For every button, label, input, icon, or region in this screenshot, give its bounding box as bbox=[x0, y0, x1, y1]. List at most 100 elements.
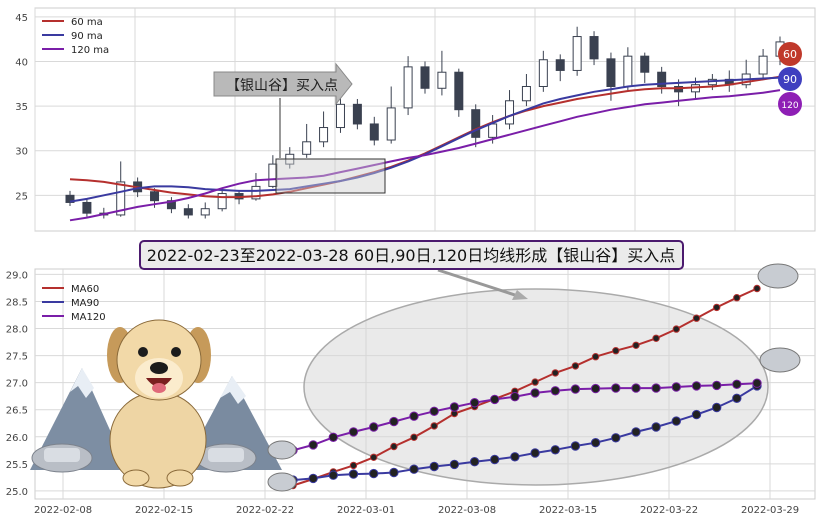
top-legend-label: 60 ma bbox=[71, 17, 103, 28]
bottom-legend-label: MA120 bbox=[71, 312, 106, 323]
point-MA90 bbox=[389, 467, 399, 478]
highlight-box bbox=[275, 158, 386, 194]
chart-title: 2022-02-23至2022-03-28 60日,90日,120日均线形成【银… bbox=[147, 246, 676, 265]
candle-body bbox=[437, 71, 447, 89]
point-MA120 bbox=[469, 398, 480, 408]
top-ma-lines bbox=[69, 75, 781, 222]
bottom-legend-label: MA90 bbox=[71, 298, 99, 309]
bottom-x-tick-label: 2022-02-22 bbox=[236, 505, 294, 516]
point-MA120 bbox=[348, 427, 359, 437]
mascot-illustration bbox=[30, 263, 801, 492]
point-MA90 bbox=[611, 433, 621, 443]
point-MA90 bbox=[712, 402, 722, 413]
bottom-x-axis: 2022-02-08 2022-02-15 2022-02-22 2022-03-01… bbox=[34, 505, 799, 516]
point-MA60 bbox=[430, 422, 438, 430]
point-MA90 bbox=[671, 416, 681, 426]
point-MA120 bbox=[449, 402, 460, 412]
point-MA60 bbox=[733, 294, 741, 302]
point-MA60 bbox=[591, 353, 600, 361]
point-MA90 bbox=[429, 461, 439, 472]
candle-body bbox=[268, 163, 278, 187]
point-MA60 bbox=[390, 442, 398, 451]
point-MA90 bbox=[308, 473, 318, 484]
candle-body bbox=[302, 141, 312, 155]
candle-body bbox=[640, 55, 650, 73]
point-MA60 bbox=[753, 284, 761, 293]
point-MA90 bbox=[570, 441, 581, 451]
badge-60 bbox=[778, 42, 802, 66]
top-grid bbox=[34, 8, 815, 231]
point-MA60 bbox=[551, 369, 559, 377]
arrow-label: 【银山谷】买入点 bbox=[226, 78, 338, 94]
point-MA90 bbox=[590, 438, 601, 448]
bottom-x-tick-label: 2022-03-08 bbox=[438, 505, 496, 516]
top-y-tick-label: 35 bbox=[15, 102, 28, 113]
candle-body bbox=[521, 85, 531, 102]
point-MA60 bbox=[531, 378, 539, 386]
bottom-y-tick-label: 29.0 bbox=[6, 270, 28, 281]
arrow-shape bbox=[213, 62, 353, 106]
top-y-tick-label: 25 bbox=[15, 191, 28, 202]
point-MA90 bbox=[348, 469, 359, 479]
bottom-y-tick-label: 25.0 bbox=[6, 487, 28, 498]
badge-60-label: 60 bbox=[783, 48, 797, 61]
point-MA60 bbox=[612, 347, 620, 355]
top-y-tick-label: 30 bbox=[15, 147, 28, 158]
candle-body bbox=[251, 185, 261, 200]
bottom-x-tick-label: 2022-02-08 bbox=[34, 505, 92, 516]
title-box: 2022-02-23至2022-03-28 60日,90日,120日均线形成【银… bbox=[139, 240, 684, 270]
candle-body bbox=[217, 193, 227, 210]
point-MA120 bbox=[691, 381, 702, 391]
candle-body bbox=[352, 103, 362, 125]
candle-body bbox=[555, 59, 565, 71]
point-MA120 bbox=[328, 432, 338, 442]
bottom-x-tick-label: 2022-03-29 bbox=[741, 505, 799, 516]
dog-eye-left bbox=[138, 347, 148, 357]
ingot-right-bottom-icon bbox=[759, 347, 801, 373]
point-MA120 bbox=[590, 383, 601, 394]
candle-body bbox=[572, 36, 582, 71]
bottom-x-tick-label: 2022-02-15 bbox=[135, 505, 193, 516]
point-MA60 bbox=[692, 314, 701, 322]
bottom-legend: MA60 MA90 MA120 bbox=[42, 284, 106, 323]
point-MA90 bbox=[530, 448, 540, 458]
candle-body bbox=[606, 58, 616, 87]
point-MA90 bbox=[510, 452, 520, 462]
point-MA90 bbox=[409, 464, 419, 474]
point-MA120 bbox=[490, 394, 500, 405]
point-MA60 bbox=[652, 334, 660, 342]
candle-body bbox=[505, 100, 515, 125]
point-MA120 bbox=[712, 380, 722, 391]
bottom-y-tick-label: 27.0 bbox=[6, 379, 28, 390]
bottom-x-tick-label: 2022-03-01 bbox=[337, 505, 395, 516]
point-MA120 bbox=[651, 383, 661, 393]
point-MA90 bbox=[691, 409, 702, 420]
candle-body bbox=[183, 208, 193, 216]
bottom-y-tick-label: 26.5 bbox=[6, 406, 28, 417]
point-MA120 bbox=[671, 382, 681, 392]
top-legend-label: 120 ma bbox=[71, 45, 109, 56]
point-MA90 bbox=[369, 468, 379, 479]
bottom-y-tick-label: 26.0 bbox=[6, 433, 28, 444]
top-y-axis: 25 30 35 40 45 bbox=[15, 13, 28, 202]
point-MA120 bbox=[389, 416, 399, 427]
mountain-right-icon bbox=[182, 376, 282, 470]
candle-body bbox=[82, 201, 92, 214]
point-MA90 bbox=[651, 422, 661, 432]
candle-body bbox=[471, 109, 481, 138]
ma-line-120-ma bbox=[69, 89, 781, 222]
top-y-tick-label: 40 bbox=[15, 58, 28, 69]
point-MA90 bbox=[449, 459, 460, 470]
bottom-x-tick-label: 2022-03-22 bbox=[640, 505, 698, 516]
point-MA60 bbox=[571, 362, 580, 370]
badge-90-label: 90 bbox=[783, 73, 797, 86]
point-MA120 bbox=[631, 383, 641, 393]
point-MA120 bbox=[550, 386, 560, 396]
focus-ellipse bbox=[303, 288, 769, 486]
candle-body bbox=[657, 71, 667, 87]
badge-120 bbox=[778, 92, 802, 116]
badge-120-label: 120 bbox=[781, 101, 798, 111]
point-MA60 bbox=[410, 433, 418, 441]
point-MA60 bbox=[672, 325, 680, 333]
